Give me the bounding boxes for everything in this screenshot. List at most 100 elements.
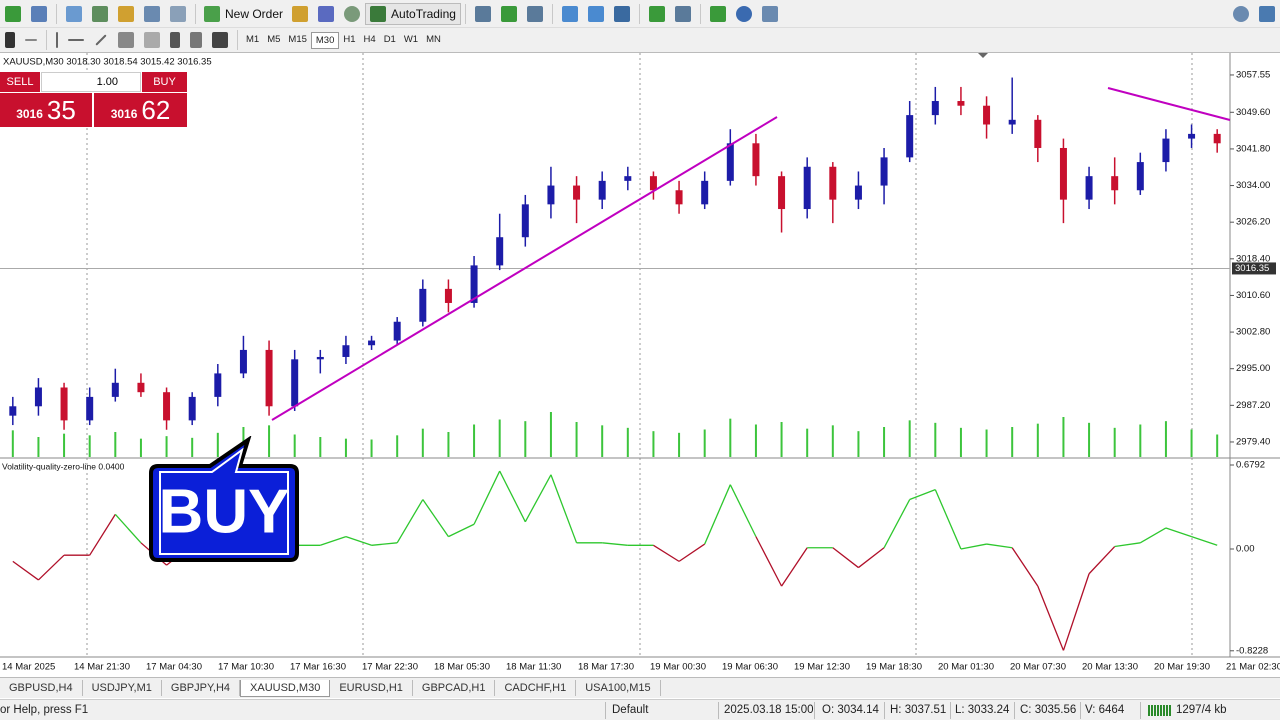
sell-button[interactable]: SELL [0,72,40,92]
channel-button[interactable] [118,32,134,48]
buy-button[interactable]: BUY [142,72,187,92]
hline-button[interactable] [68,39,84,41]
indicators-button[interactable] [709,5,726,22]
volume-bar [959,427,962,457]
candle-body [368,340,376,346]
sell-label: SELL [6,76,34,88]
y-tick-label: 2987.20 [1236,400,1270,411]
y-tick-label: 0.00 [1236,544,1255,555]
signals-button[interactable] [318,5,335,22]
candle-body [829,166,837,200]
volume-bar [1139,424,1142,457]
timeframe-button[interactable]: W1 [403,33,419,45]
volume-bar [780,422,783,457]
line-chart-button[interactable] [526,5,543,22]
text-button[interactable] [170,32,180,48]
candle-body [854,185,862,200]
autotrading-button[interactable]: AutoTrading [365,2,461,25]
chart-tab[interactable]: EURUSD,H1 [330,680,413,696]
new-chart-button[interactable] [5,5,21,22]
candle-body [444,288,452,303]
volume-bar [421,428,424,457]
volume-bar [934,422,937,457]
trend-line [1107,87,1231,121]
y-tick-label: 3057.55 [1236,69,1270,80]
timeframe-button[interactable]: MN [426,33,441,45]
separator [1080,702,1081,719]
timeframe-button[interactable]: H1 [343,33,356,45]
fibo-button[interactable] [144,32,160,48]
buy-price[interactable]: 3016 62 [94,93,187,127]
lot-input[interactable]: 1.00 [41,72,141,92]
one-click-panel: SELL 1.00 BUY 3016 35 3016 62 [0,72,187,127]
marks: 3057.55 3049.60 3041.80 3034.00 3026.20 3018.… [0,69,1280,673]
search-button[interactable] [1233,5,1249,22]
zoom-in-button[interactable] [561,5,578,22]
timeframe-button[interactable]: D1 [383,33,396,45]
separator [884,702,885,719]
cursor-button[interactable] [5,32,15,48]
trend-line [271,116,778,421]
indicator-segment [781,547,808,587]
chart-tab[interactable]: GBPCAD,H1 [413,680,496,696]
bar-chart-button[interactable] [474,5,491,22]
status-help: or Help, press F1 [0,704,89,716]
volume-bar [473,424,476,457]
volume-bar [1190,429,1193,457]
volume-bar [88,435,91,457]
chart-tab[interactable]: GBPJPY,H4 [162,680,241,696]
chart-tab[interactable]: CADCHF,H1 [495,680,577,696]
separator [551,3,553,24]
x-tick-label: 18 Mar 11:30 [506,662,561,673]
volume-bar [11,430,14,457]
timeframe-button[interactable]: M1 [246,33,260,45]
chart-header: XAUUSD,M30 3018.30 3018.54 3015.42 3016.… [3,57,212,68]
new-order-button[interactable]: New Order [200,3,287,25]
candle-body [1059,147,1067,200]
tile-button[interactable] [613,5,630,22]
candle-body [778,176,786,210]
chart-tabs: GBPUSD,H4 USDJPY,M1 GBPJPY,H4 XAUUSD,M30 EUR… [0,677,1280,698]
crosshair-button[interactable] [25,39,37,41]
timeframe-button[interactable]: M30 [310,31,340,49]
indicator-segment [12,560,39,581]
data-window-button[interactable] [92,5,108,22]
chart-tab[interactable]: USDJPY,M1 [83,680,162,696]
vline-button[interactable] [56,32,58,48]
tester-button[interactable] [170,5,186,22]
timeframe-button[interactable]: M15 [288,33,307,45]
candles-button[interactable] [500,5,517,22]
chart-tab[interactable]: GBPUSD,H4 [0,680,83,696]
timeframe-button[interactable]: M5 [267,33,281,45]
market-button[interactable] [344,5,361,22]
separator [56,3,57,24]
separator [195,3,196,24]
trendline-button[interactable] [95,34,107,46]
shift-button[interactable] [674,5,691,22]
navigator-button[interactable] [118,5,134,22]
templates-button[interactable] [761,5,778,22]
chart-tab[interactable]: USA100,M15 [576,680,661,696]
profiles-button[interactable] [31,5,47,22]
y-tick-label: 2979.40 [1236,436,1270,447]
autoscroll-button[interactable] [648,5,665,22]
indicator-segment [114,513,142,544]
arrows-button[interactable] [212,32,228,48]
volume-bar [498,419,501,457]
status-traffic: 1297/4 kb [1176,704,1227,716]
volume-bar [293,434,296,457]
zoom-out-button[interactable] [587,5,604,22]
volume-bar [139,438,142,457]
terminal-button[interactable] [144,5,160,22]
chat-button[interactable] [1259,5,1275,22]
label-button[interactable] [190,32,202,48]
separator [1014,702,1015,719]
candle-body [1188,133,1196,139]
timeframe-button[interactable]: H4 [363,33,376,45]
market-watch-button[interactable] [66,5,82,22]
metaeditor-button[interactable] [292,5,309,22]
periods-button[interactable] [735,5,752,22]
chart-tab[interactable]: XAUUSD,M30 [240,679,331,697]
sell-price[interactable]: 3016 35 [0,93,92,127]
indicator-segment [1114,542,1141,548]
